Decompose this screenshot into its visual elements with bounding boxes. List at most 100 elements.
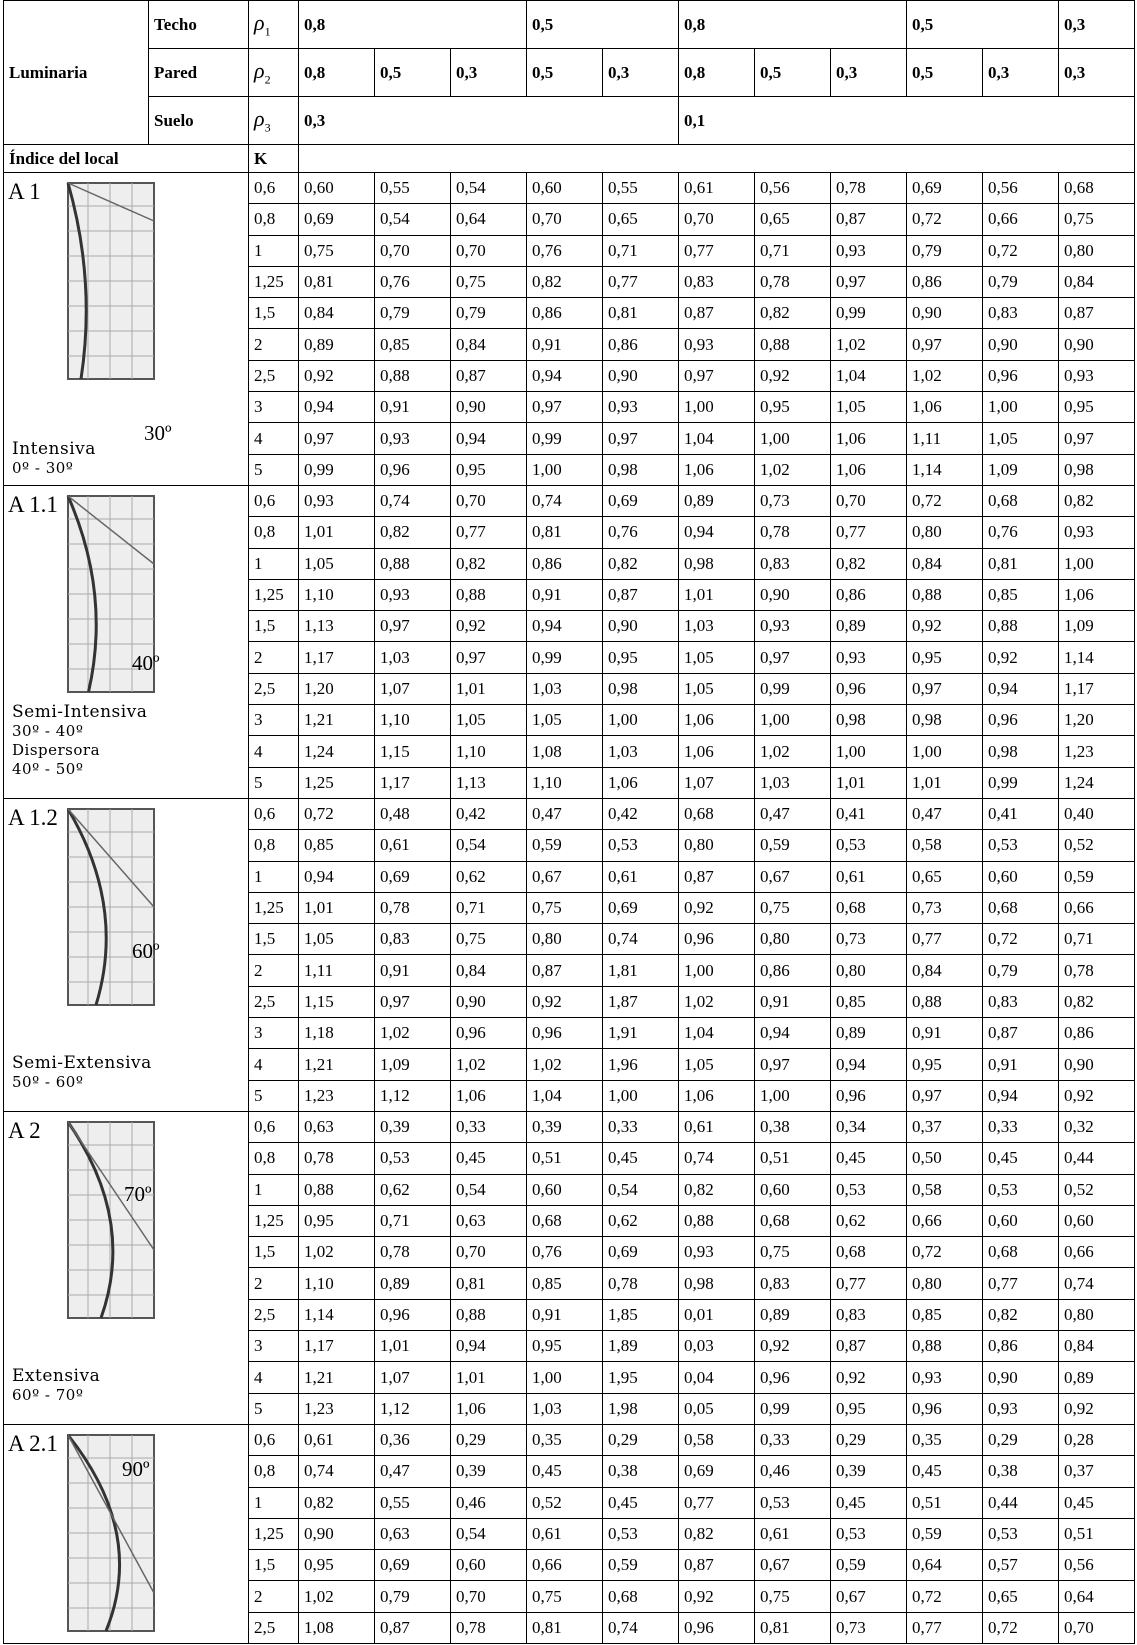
k-value: 1,25 (249, 892, 299, 923)
utilization-value: 0,68 (527, 1205, 603, 1236)
utilization-value: 0,03 (679, 1331, 755, 1362)
luminaire-code: A 1.1 (8, 492, 58, 518)
subscript: 3 (265, 120, 271, 134)
utilization-value: 0,99 (527, 423, 603, 454)
utilization-value: 1,81 (603, 955, 679, 986)
utilization-value: 0,98 (831, 705, 907, 736)
utilization-value: 0,72 (299, 799, 375, 830)
utilization-value: 1,01 (679, 579, 755, 610)
utilization-value: 0,53 (831, 830, 907, 861)
utilization-value: 1,02 (527, 1049, 603, 1080)
reflectance-value: 0,3 (299, 97, 679, 145)
utilization-value: 0,87 (831, 1331, 907, 1362)
utilization-value: 1,00 (1059, 548, 1135, 579)
utilization-value: 0,82 (831, 548, 907, 579)
utilization-value: 0,41 (831, 799, 907, 830)
utilization-value: 0,62 (831, 1205, 907, 1236)
utilization-value: 0,72 (907, 1581, 983, 1612)
k-value: 1,5 (249, 1237, 299, 1268)
utilization-value: 0,72 (983, 1612, 1059, 1643)
utilization-value: 0,77 (831, 1268, 907, 1299)
utilization-value: 0,79 (375, 298, 451, 329)
utilization-value: 1,14 (907, 454, 983, 485)
beam-angle: 70º (124, 1182, 152, 1207)
luminaire-code: A 1.2 (8, 805, 58, 831)
utilization-value: 0,32 (1059, 1112, 1135, 1143)
data-row: A 2.190º0,60,610,360,290,350,290,580,330… (4, 1425, 1135, 1456)
utilization-value: 0,87 (527, 955, 603, 986)
utilization-value: 1,05 (679, 1049, 755, 1080)
luminaire-diagram (66, 807, 158, 1007)
utilization-value: 0,86 (755, 955, 831, 986)
utilization-value: 0,90 (755, 579, 831, 610)
utilization-value: 0,60 (1059, 1205, 1135, 1236)
utilization-value: 0,66 (527, 1550, 603, 1581)
utilization-value: 0,94 (983, 673, 1059, 704)
utilization-value: 0,66 (1059, 892, 1135, 923)
luminaire-notes: Extensiva60º - 70º (12, 1367, 100, 1405)
utilization-value: 1,00 (983, 392, 1059, 423)
utilization-value: 0,86 (907, 266, 983, 297)
utilization-value: 1,20 (299, 673, 375, 704)
utilization-value: 0,99 (755, 673, 831, 704)
utilization-value: 0,72 (983, 924, 1059, 955)
utilization-value: 1,12 (375, 1080, 451, 1111)
utilization-value: 1,03 (527, 1393, 603, 1424)
utilization-value: 0,77 (679, 1487, 755, 1518)
utilization-value: 0,91 (375, 392, 451, 423)
utilization-value: 0,45 (907, 1456, 983, 1487)
utilization-value: 0,76 (603, 517, 679, 548)
utilization-value: 1,23 (1059, 736, 1135, 767)
utilization-value: 0,83 (831, 1299, 907, 1330)
utilization-value: 0,96 (983, 360, 1059, 391)
utilization-value: 0,94 (679, 517, 755, 548)
utilization-value: 0,33 (451, 1112, 527, 1143)
utilization-value: 1,05 (299, 924, 375, 955)
utilization-value: 0,74 (527, 486, 603, 517)
utilization-value: 0,54 (451, 1174, 527, 1205)
utilization-value: 0,69 (679, 1456, 755, 1487)
utilization-value: 0,82 (679, 1174, 755, 1205)
utilization-value: 0,93 (603, 392, 679, 423)
utilization-value: 1,08 (527, 736, 603, 767)
utilization-value: 1,01 (907, 767, 983, 798)
utilization-value: 0,88 (375, 360, 451, 391)
utilization-value: 0,80 (1059, 235, 1135, 266)
utilization-value: 0,64 (1059, 1581, 1135, 1612)
utilization-value: 0,75 (451, 924, 527, 955)
utilization-value: 0,70 (451, 1581, 527, 1612)
utilization-value: 1,85 (603, 1299, 679, 1330)
utilization-value: 0,76 (527, 235, 603, 266)
utilization-value: 0,60 (451, 1550, 527, 1581)
utilization-value: 0,73 (831, 924, 907, 955)
utilization-value: 1,01 (299, 892, 375, 923)
utilization-value: 1,06 (831, 423, 907, 454)
utilization-value: 0,68 (983, 892, 1059, 923)
utilization-value: 0,94 (451, 1331, 527, 1362)
subscript: 1 (265, 24, 271, 38)
utilization-value: 0,93 (679, 329, 755, 360)
reflectance-value: 0,3 (1059, 49, 1135, 97)
utilization-value: 0,62 (375, 1174, 451, 1205)
note: 60º - 70º (12, 1386, 100, 1405)
utilization-value: 1,06 (1059, 579, 1135, 610)
utilization-value: 0,97 (907, 1080, 983, 1111)
page: {"header":{"luminaria":"Luminaria","rows… (0, 0, 1137, 1645)
utilization-value: 1,00 (527, 454, 603, 485)
k-value: 5 (249, 767, 299, 798)
utilization-value: 0,65 (907, 861, 983, 892)
utilization-value: 1,07 (375, 673, 451, 704)
utilization-value: 0,70 (527, 204, 603, 235)
utilization-value: 1,17 (299, 1331, 375, 1362)
luminaire-code: A 1 (8, 179, 41, 205)
utilization-value: 0,45 (603, 1143, 679, 1174)
utilization-value: 1,05 (679, 673, 755, 704)
utilization-value: 0,70 (831, 486, 907, 517)
k-value: 5 (249, 454, 299, 485)
utilization-value: 0,42 (603, 799, 679, 830)
utilization-value: 0,53 (831, 1174, 907, 1205)
reflectance-value: 0,5 (907, 1, 1059, 49)
k-value: 3 (249, 1018, 299, 1049)
utilization-value: 0,60 (527, 1174, 603, 1205)
utilization-value: 1,06 (451, 1080, 527, 1111)
